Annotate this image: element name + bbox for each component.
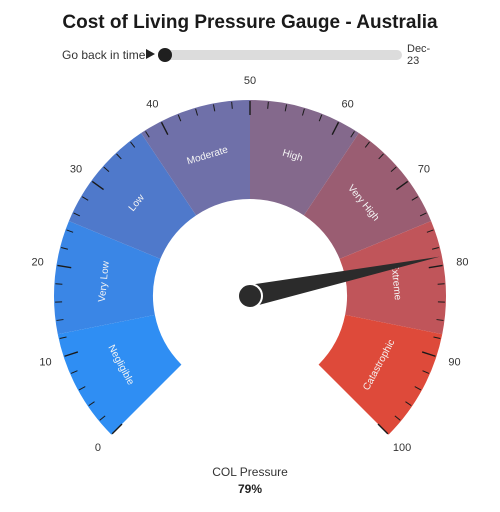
gauge-minor-tick: [116, 153, 122, 160]
gauge-minor-tick: [70, 370, 78, 374]
gauge-minor-tick: [81, 196, 89, 201]
gauge-minor-tick: [130, 141, 136, 148]
gauge-tick-label: 40: [146, 98, 158, 110]
gauge-needle-hub: [237, 283, 263, 309]
gauge-band-catastrophic: [318, 314, 443, 435]
time-slider-end-date: Dec- 23: [407, 43, 431, 67]
gauge-minor-tick: [88, 401, 95, 407]
gauge-minor-tick: [301, 108, 305, 116]
gauge-major-tick: [331, 121, 340, 136]
gauge-band-low: [68, 133, 197, 259]
gauge-minor-tick: [56, 319, 64, 321]
gauge-major-tick: [91, 180, 104, 191]
time-slider-track[interactable]: [157, 48, 402, 62]
gauge-minor-tick: [78, 386, 86, 391]
gauge-band-label: Extreme: [388, 263, 403, 302]
gauge-minor-tick: [431, 247, 439, 250]
gauge-major-tick: [64, 351, 79, 357]
gauge-band-extreme: [339, 220, 446, 335]
gauge-minor-tick: [390, 166, 397, 173]
gauge-minor-tick: [414, 386, 422, 391]
gauge-band-negligible: [57, 314, 182, 435]
gauge-minor-tick: [103, 166, 110, 173]
gauge-tick-label: 60: [341, 98, 353, 110]
gauge-minor-tick: [419, 212, 427, 217]
time-slider: Go back in time Dec- 23: [0, 43, 500, 74]
gauge-major-tick: [160, 121, 169, 136]
gauge-major-tick: [428, 264, 443, 269]
gauge-minor-tick: [73, 212, 81, 217]
gauge-band-label: Very Low: [97, 260, 112, 303]
gauge-minor-tick: [364, 141, 370, 148]
gauge-minor-tick: [99, 415, 106, 421]
gauge-value-label: COL Pressure: [212, 465, 288, 479]
gauge-minor-tick: [284, 104, 288, 112]
gauge-minor-tick: [177, 114, 182, 122]
time-slider-label: Go back in time: [62, 48, 146, 62]
gauge-minor-tick: [405, 401, 412, 407]
gauge-minor-tick: [195, 108, 199, 116]
gauge-minor-tick: [426, 229, 434, 233]
gauge-minor-tick: [231, 101, 233, 109]
gauge-major-tick: [57, 264, 72, 269]
gauge-tick-label: 30: [70, 164, 82, 176]
gauge-minor-tick: [411, 196, 419, 201]
gauge-tick-label: 80: [456, 256, 468, 268]
gauge-minor-tick: [61, 247, 69, 250]
gauge-band-moderate: [141, 100, 250, 216]
gauge-minor-tick: [318, 114, 323, 122]
gauge-major-tick: [377, 423, 389, 435]
page-title: Cost of Living Pressure Gauge - Australi…: [62, 12, 438, 33]
gauge-minor-tick: [422, 370, 430, 374]
gauge-tick-label: 50: [244, 75, 256, 87]
gauge-major-tick: [396, 180, 409, 191]
gauge-minor-tick: [66, 229, 74, 233]
gauge-tick-label: 90: [448, 356, 460, 368]
gauge-tick-label: 70: [418, 164, 430, 176]
gauge-minor-tick: [436, 319, 444, 321]
gauge-minor-tick: [350, 131, 355, 138]
gauge-needle: [247, 256, 440, 307]
gauge-tick-label: 100: [393, 442, 411, 454]
play-icon[interactable]: [146, 49, 155, 59]
gauge-minor-tick: [59, 336, 67, 340]
gauge-band-high: [250, 100, 359, 216]
gauge-band-very-high: [303, 133, 432, 259]
gauge-minor-tick: [433, 336, 441, 340]
gauge-minor-tick: [145, 131, 150, 138]
gauge-major-tick: [111, 423, 123, 435]
gauge-minor-tick: [394, 415, 401, 421]
gauge-minor-tick: [267, 101, 269, 109]
gauge-minor-tick: [378, 153, 384, 160]
gauge-band-very-low: [54, 220, 161, 335]
gauge-tick-label: 0: [95, 442, 101, 454]
time-slider-handle[interactable]: [157, 48, 172, 62]
gauge-tick-label: 20: [32, 256, 44, 268]
gauge-tick-label: 10: [39, 356, 51, 368]
gauge-value: 79%: [237, 482, 263, 496]
gauge-minor-tick: [212, 104, 216, 112]
gauge-major-tick: [421, 351, 436, 357]
